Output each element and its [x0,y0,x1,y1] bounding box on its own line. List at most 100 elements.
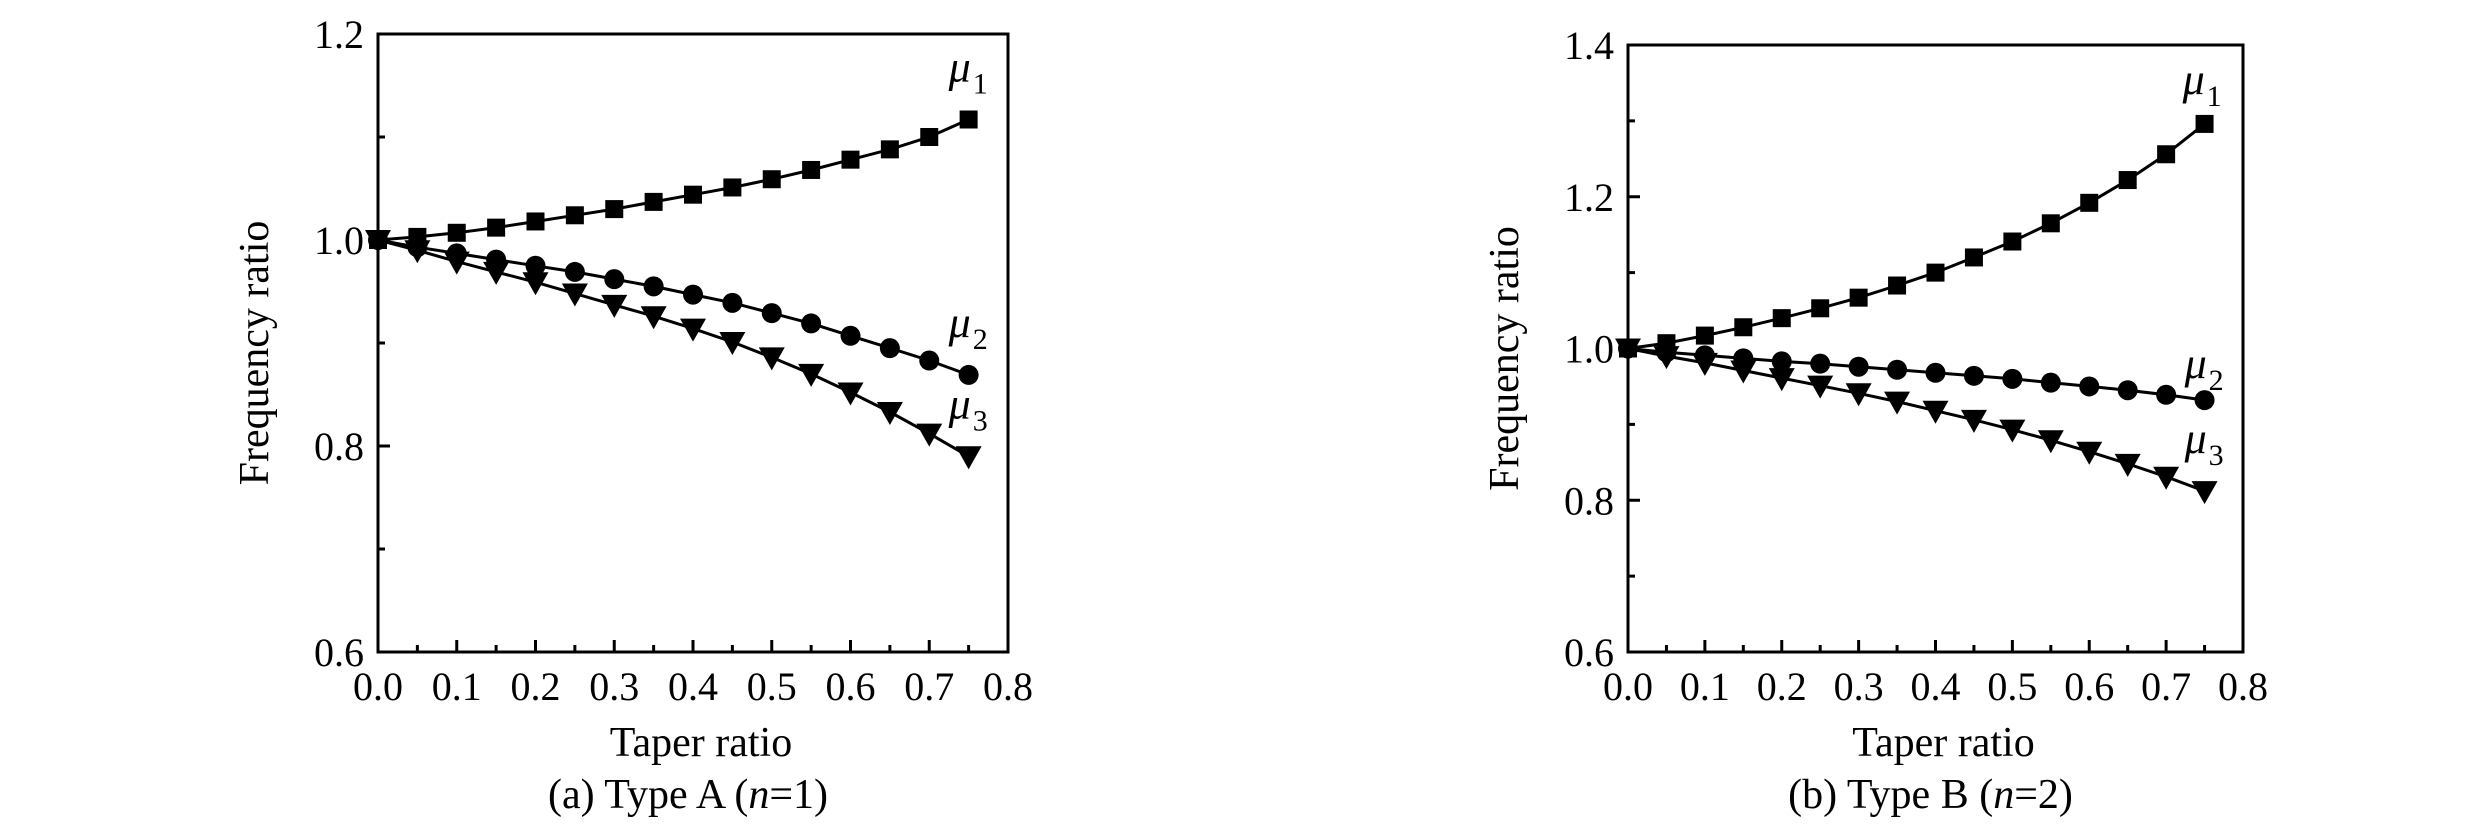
data-point-circle [1925,362,1946,383]
x-axis-title: Taper ratio [1852,720,2034,766]
y-tick-label: 0.6 [314,630,364,675]
data-point-square [2118,171,2137,190]
data-point-triangle [404,240,431,264]
data-point-square [447,223,466,242]
data-point-circle [604,269,625,290]
y-axis-title: Frequency ratio [232,221,278,486]
panel-caption: (a) Type A (n=1) [548,772,828,818]
series-label-subscript: 3 [2209,439,2224,472]
y-tick-label: 1.4 [1564,23,1614,68]
data-point-triangle [483,261,510,285]
data-point-triangle [2037,430,2064,454]
data-point-triangle [1845,383,1872,407]
data-point-triangle [561,283,588,307]
x-tick-label: 0.1 [432,664,482,709]
data-point-square [2041,214,2060,233]
x-tick-label: 0.6 [826,664,876,709]
data-point-square [723,178,742,197]
series-label-subscript: 1 [2207,80,2222,113]
data-point-circle [761,303,782,324]
data-point-triangle [719,331,746,355]
x-tick-label: 0.8 [983,664,1033,709]
data-point-square [565,206,584,225]
series-mu3: μ3 [1615,338,2224,505]
data-point-circle [801,313,822,334]
data-point-triangle [1960,409,1987,433]
x-tick-label: 0.8 [2218,664,2268,709]
series-mu1: μ1 [1619,55,2222,358]
y-tick-label: 1.2 [314,12,364,57]
plot-frame [1626,43,2245,654]
chart-panel-b: 0.0 0.1 0.2 0.3 0.4 0.5 0.6 0.7 0.8 0.6 0.8 1.0 1.2 1… [1482,23,2268,818]
y-tick-label: 0.6 [1564,630,1614,675]
series-line [377,118,970,242]
series-line [377,238,970,458]
data-point-triangle [522,272,549,296]
data-point-square [841,150,860,169]
data-point-triangle [1730,360,1757,384]
data-point-triangle [876,402,903,426]
data-point-square [1964,248,1983,267]
data-point-circle [1848,356,1869,377]
series-label: μ2 [2184,339,2224,397]
caption-prefix: (a) Type A ( [548,772,748,818]
data-point-square [880,140,899,159]
data-point-triangle [443,251,470,275]
x-axis-title: Taper ratio [610,720,792,766]
data-point-square [2080,193,2099,212]
series-label-symbol: μ [2184,414,2207,463]
data-point-circle [958,364,979,385]
data-point-circle [683,284,703,305]
data-point-square [802,160,821,179]
y-axis-title: Frequency ratio [1482,226,1528,491]
y-tick-label: 1.2 [1564,175,1614,220]
data-point-square [1695,326,1714,345]
y-tick-label: 0.8 [1564,478,1614,523]
series-label: μ2 [948,298,988,356]
data-point-square [1811,299,1830,318]
data-point-triangle [2114,453,2141,477]
series-label-subscript: 2 [973,323,988,356]
data-point-triangle [1691,352,1718,376]
data-point-triangle [955,446,982,470]
data-point-circle [2079,376,2100,397]
data-point-circle [2117,380,2138,401]
panel-caption: (b) Type B (n=2) [1788,772,2073,818]
series-label-subscript: 2 [2209,364,2224,397]
x-tick-label: 0.1 [1680,664,1730,709]
series-label-symbol: μ [2184,339,2207,388]
data-point-triangle [1615,338,1641,362]
data-point-circle [879,338,900,359]
data-point-triangle [758,347,785,371]
caption-suffix: =1) [769,772,828,818]
data-point-square [684,185,702,204]
data-point-square [959,110,978,129]
data-point-circle [2040,372,2061,393]
data-point-square [487,218,506,237]
data-point-circle [2156,384,2177,405]
data-point-square [1849,288,1868,307]
data-point-triangle [365,230,391,253]
data-point-triangle [837,382,864,406]
data-point-triangle [1653,346,1680,370]
data-point-circle [840,325,861,346]
series-label: μ3 [948,379,988,437]
data-point-circle [2002,368,2023,389]
plot-frame [376,32,1010,654]
data-point-triangle [916,423,943,447]
series-label-subscript: 3 [973,404,988,437]
x-tick-label: 0.4 [1911,664,1961,709]
data-point-square [2195,114,2214,133]
data-point-square [920,128,939,146]
x-tick-label: 0.4 [668,664,718,709]
x-tick-label: 0.3 [1834,664,1884,709]
caption-variable: n [1993,772,2014,818]
series-label: μ3 [2184,414,2224,472]
data-point-triangle [1768,368,1795,392]
data-point-circle [1771,351,1792,372]
y-tick-label: 1.0 [1564,327,1614,372]
data-point-circle [1963,365,1984,386]
data-point-triangle [2191,481,2218,505]
data-point-triangle [640,306,667,330]
data-point-triangle [1999,419,2026,443]
